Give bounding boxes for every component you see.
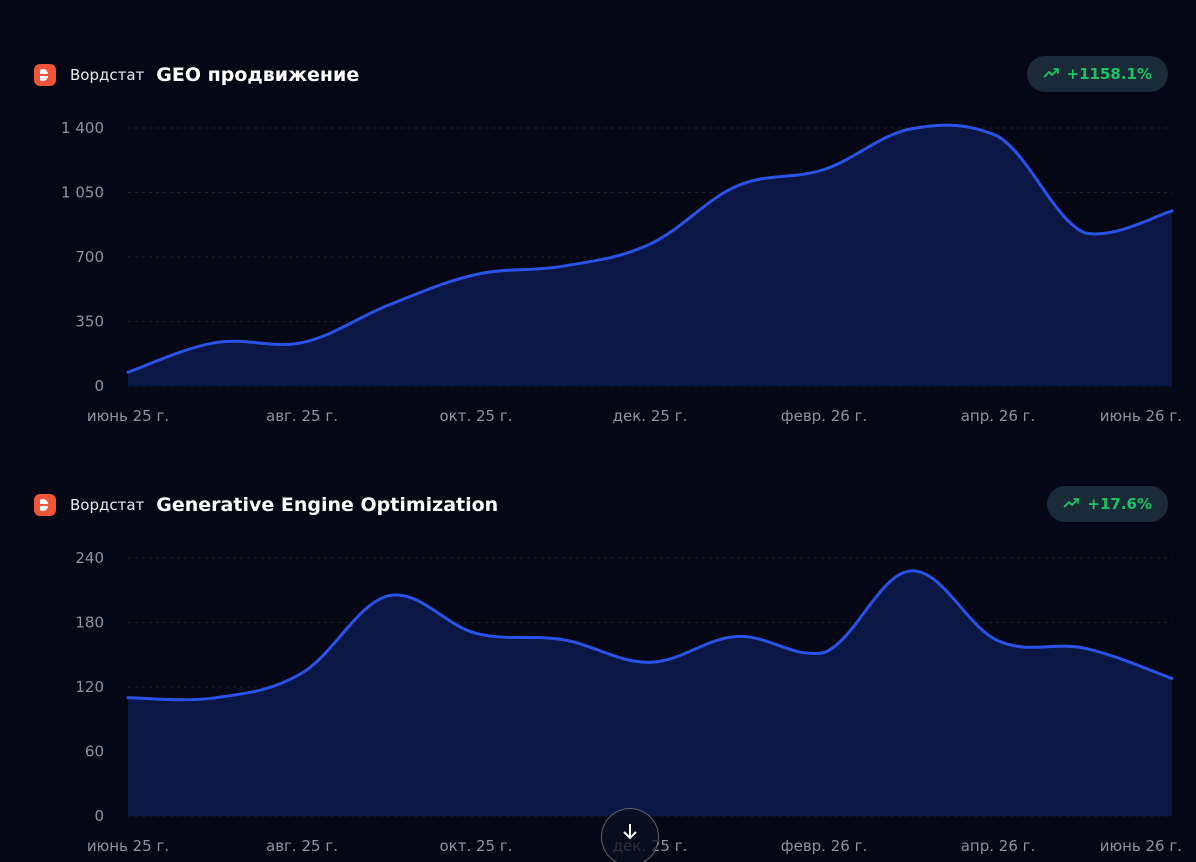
series-area bbox=[128, 125, 1172, 386]
area-chart: 0 350 700 1 050 1 400 июнь 25 г. авг. 25 г. окт… bbox=[61, 119, 1182, 425]
x-tick-label: дек. 25 г. bbox=[613, 407, 688, 425]
series-line bbox=[126, 123, 1174, 374]
chart-card-geo: Вордстат GEO продвижение +1158.1% 0 350 70… bbox=[0, 0, 1196, 430]
x-tick-label: июнь 26 г. bbox=[1100, 407, 1182, 425]
y-tick-label: 60 bbox=[85, 743, 104, 761]
area-chart: 0 60 120 180 240 июнь 25 г. авг. 25 г. окт. 25 … bbox=[75, 549, 1182, 855]
trending-up-icon bbox=[1042, 65, 1059, 83]
chart-card-generative-engine-optimization: Вордстат Generative Engine Optimization … bbox=[0, 430, 1196, 862]
wordstat-logo-icon bbox=[34, 494, 56, 516]
arrow-down-icon bbox=[623, 824, 637, 840]
y-tick-label: 0 bbox=[94, 377, 104, 395]
x-tick-label: апр. 26 г. bbox=[961, 407, 1036, 425]
x-tick-label: авг. 25 г. bbox=[266, 837, 338, 855]
change-value: +17.6% bbox=[1087, 495, 1152, 513]
y-tick-label: 1 050 bbox=[61, 184, 104, 202]
y-tick-label: 120 bbox=[75, 678, 104, 696]
scroll-down-button[interactable] bbox=[601, 808, 659, 862]
change-value: +1158.1% bbox=[1066, 65, 1152, 83]
change-badge: +17.6% bbox=[1047, 486, 1168, 522]
x-tick-label: февр. 26 г. bbox=[781, 837, 867, 855]
x-tick-label: авг. 25 г. bbox=[266, 407, 338, 425]
x-tick-label: окт. 25 г. bbox=[439, 407, 512, 425]
source-label: Вордстат bbox=[70, 66, 145, 84]
x-tick-label: окт. 25 г. bbox=[439, 837, 512, 855]
x-tick-label: февр. 26 г. bbox=[781, 407, 867, 425]
y-tick-label: 0 bbox=[94, 807, 104, 825]
x-tick-label: июнь 26 г. bbox=[1100, 837, 1182, 855]
chart-title: Generative Engine Optimization bbox=[156, 494, 499, 516]
chart-header: Вордстат GEO продвижение bbox=[34, 62, 359, 88]
x-tick-label: июнь 25 г. bbox=[87, 407, 169, 425]
source-label: Вордстат bbox=[70, 496, 145, 514]
series-line bbox=[126, 569, 1174, 702]
change-badge: +1158.1% bbox=[1026, 56, 1168, 92]
wordstat-logo-icon bbox=[34, 64, 56, 86]
y-tick-label: 240 bbox=[75, 549, 104, 567]
y-tick-label: 350 bbox=[75, 313, 104, 331]
y-tick-label: 700 bbox=[75, 248, 104, 266]
x-tick-label: апр. 26 г. bbox=[961, 837, 1036, 855]
chart-header: Вордстат Generative Engine Optimization bbox=[34, 492, 498, 518]
trending-up-icon bbox=[1063, 495, 1080, 513]
y-tick-label: 1 400 bbox=[61, 119, 104, 137]
y-tick-label: 180 bbox=[75, 614, 104, 632]
x-tick-label: июнь 25 г. bbox=[87, 837, 169, 855]
chart-title: GEO продвижение bbox=[156, 64, 360, 86]
series-area bbox=[128, 570, 1172, 816]
